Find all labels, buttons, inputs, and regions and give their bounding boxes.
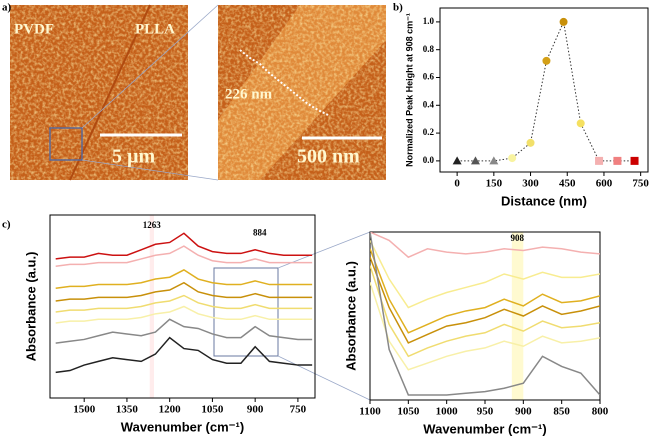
x-axis-label: Wavenumber (cm⁻¹) [121, 419, 244, 434]
spectrum [370, 282, 600, 371]
spectrum [55, 232, 313, 260]
spectrum [55, 245, 313, 267]
spectrum [55, 318, 313, 344]
zoom-line [277, 355, 371, 401]
annotation: 1263 [143, 220, 162, 230]
x-tick-label: 950 [477, 406, 494, 418]
panel-label: b) [393, 2, 403, 14]
image-label: PLLA [135, 21, 175, 37]
point [595, 156, 604, 165]
point [576, 119, 585, 128]
point [470, 156, 480, 165]
distance-label: 226 nm [225, 86, 273, 102]
x-axis-label: Distance (nm) [501, 193, 587, 208]
x-tick-label: 1100 [359, 406, 381, 418]
spectrum [55, 269, 313, 289]
x-axis-label: Wavenumber (cm⁻¹) [423, 421, 546, 436]
image-texture [218, 5, 386, 180]
y-tick-label: 0.6 [423, 72, 435, 82]
spectrum [370, 256, 600, 344]
x-tick-label: 1200 [159, 404, 182, 416]
point [559, 17, 568, 26]
spectrum [55, 281, 313, 302]
point [526, 138, 535, 147]
x-tick-label: 300 [522, 178, 539, 190]
y-tick-label: 0.0 [423, 155, 435, 165]
panel-label: a) [2, 2, 12, 14]
zoom-box [213, 267, 279, 357]
panel-label: c) [2, 219, 11, 231]
x-tick-label: 900 [247, 404, 264, 416]
x-tick-label: 1350 [116, 404, 139, 416]
annotation: 908 [510, 233, 524, 243]
y-axis-label: Absorbance (a.u.) [23, 252, 38, 362]
interface [69, 4, 151, 181]
x-tick-label: 450 [559, 178, 576, 190]
highlight-band [149, 215, 155, 398]
scale-label: 5 µm [112, 146, 156, 168]
x-tick-label: 1050 [201, 404, 224, 416]
image-texture [10, 5, 188, 180]
x-tick-label: 600 [596, 178, 613, 190]
zoom-box [49, 127, 83, 161]
zoom-line [81, 4, 219, 129]
x-tick-label: 0 [454, 178, 460, 190]
y-tick-label: 0.4 [423, 99, 435, 109]
y-tick-label: 0.2 [423, 127, 435, 137]
point [452, 156, 462, 165]
spectrum [370, 248, 600, 334]
spectrum [55, 294, 313, 313]
image-label: PVDF [14, 21, 54, 37]
x-tick-label: 1500 [73, 404, 96, 416]
spectrum [370, 265, 600, 358]
y-axis-label: Absorbance (a.u.) [343, 261, 358, 371]
spectrum [370, 232, 600, 259]
scale-label: 500 nm [297, 146, 360, 168]
x-tick-label: 150 [486, 178, 503, 190]
y-tick-label: 0.8 [423, 44, 435, 54]
plot-frame [439, 7, 649, 173]
y-tick-label: 1.0 [423, 16, 435, 26]
point [489, 156, 499, 165]
x-tick-label: 800 [592, 406, 609, 418]
x-tick-label: 900 [515, 406, 532, 418]
x-tick-label: 750 [632, 178, 649, 190]
plot-frame [369, 231, 601, 401]
zoom-line [81, 159, 219, 181]
spectrum [55, 336, 313, 374]
y-axis-label: Normalized Peak Height at 908 cm⁻¹ [404, 13, 414, 167]
point [613, 156, 622, 165]
profile-line [457, 20, 635, 162]
spectrum [55, 305, 313, 324]
point [542, 56, 551, 65]
line-profile [239, 49, 329, 116]
x-tick-label: 850 [553, 406, 570, 418]
plot-frame [49, 214, 316, 399]
point [630, 156, 639, 165]
x-tick-label: 1050 [397, 406, 420, 418]
highlight-band [511, 232, 524, 400]
spectrum [370, 232, 600, 396]
spectrum [370, 240, 600, 309]
x-tick-label: 1000 [436, 406, 459, 418]
annotation: 884 [253, 227, 267, 237]
x-tick-label: 750 [290, 404, 307, 416]
point [508, 154, 517, 163]
